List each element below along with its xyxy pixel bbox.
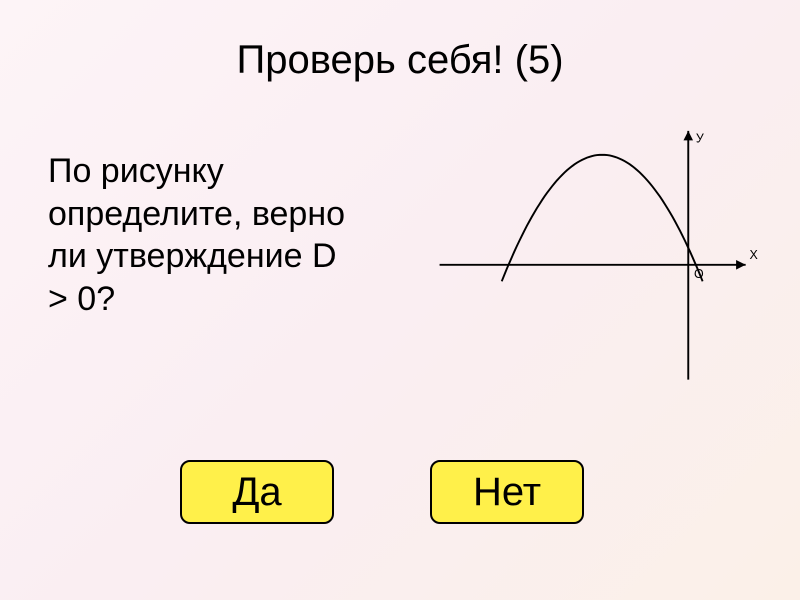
no-button[interactable]: Нет: [430, 460, 584, 524]
chart-svg: У Х О: [430, 120, 760, 400]
svg-text:Х: Х: [749, 248, 758, 262]
yes-button[interactable]: Да: [180, 460, 334, 524]
slide-title: Проверь себя! (5): [0, 38, 800, 83]
svg-text:О: О: [694, 267, 704, 281]
parabola-chart: У Х О: [430, 120, 760, 400]
svg-text:У: У: [696, 131, 704, 145]
question-text: По рисунку определите, верно ли утвержде…: [48, 150, 358, 320]
